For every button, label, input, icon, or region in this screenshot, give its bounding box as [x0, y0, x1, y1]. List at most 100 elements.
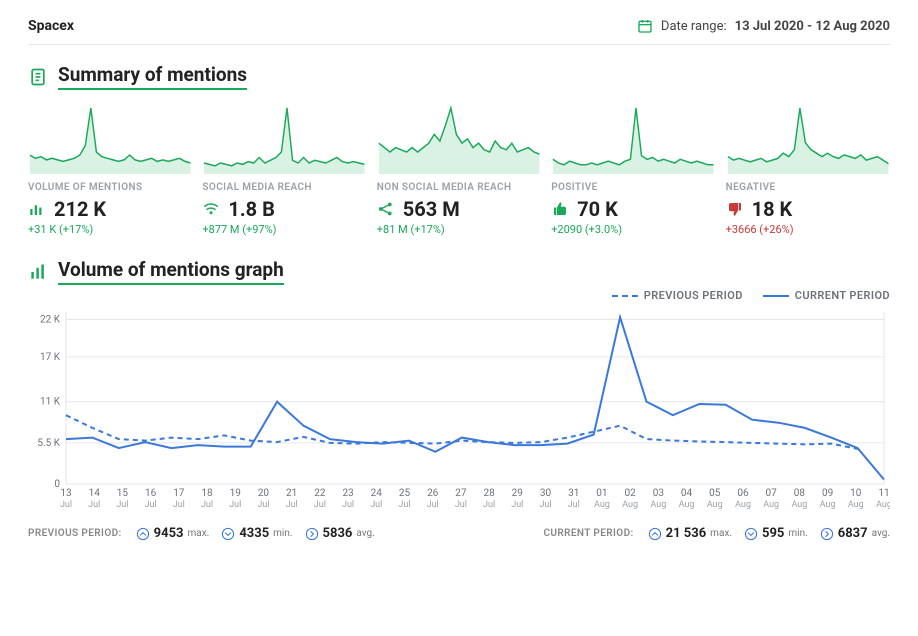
svg-text:20: 20 — [258, 488, 270, 499]
svg-text:14: 14 — [89, 488, 101, 499]
svg-text:Jul: Jul — [511, 500, 523, 510]
stats-previous: PREVIOUS PERIOD: 9453 max. 4335 min. 583… — [28, 526, 375, 541]
metric-label: SOCIAL MEDIA REACH — [202, 182, 366, 193]
svg-text:22 K: 22 K — [40, 314, 61, 325]
date-range[interactable]: Date range: 13 Jul 2020 - 12 Aug 2020 — [637, 18, 890, 34]
svg-text:28: 28 — [483, 488, 495, 499]
metric-value: 70 K — [577, 197, 618, 221]
svg-text:15: 15 — [117, 488, 129, 499]
svg-text:04: 04 — [681, 488, 693, 499]
svg-text:5.5 K: 5.5 K — [37, 438, 60, 449]
svg-text:30: 30 — [540, 488, 552, 499]
legend-previous[interactable]: PREVIOUS PERIOD — [612, 289, 743, 302]
metric-label: POSITIVE — [551, 182, 715, 193]
stat-prev-avg: 5836 avg. — [305, 526, 375, 541]
bar-icon — [28, 200, 46, 218]
svg-text:Aug: Aug — [679, 500, 695, 510]
metric-card-3: POSITIVE 70 K +2090 (+3.0%) — [551, 182, 715, 236]
stats-previous-label: PREVIOUS PERIOD: — [28, 528, 122, 539]
metric-label: NON SOCIAL MEDIA REACH — [377, 182, 541, 193]
metric-card-1: SOCIAL MEDIA REACH 1.8 B +877 M (+97%) — [202, 182, 366, 236]
legend-previous-label: PREVIOUS PERIOD — [644, 289, 743, 302]
svg-text:10: 10 — [850, 488, 862, 499]
svg-text:24: 24 — [371, 488, 383, 499]
stats-current-label: CURRENT PERIOD: — [543, 528, 633, 539]
svg-text:Jul: Jul — [286, 500, 298, 510]
svg-text:16: 16 — [145, 488, 157, 499]
metric-card-0: VOLUME OF MENTIONS 212 K +31 K (+17%) — [28, 182, 192, 236]
calendar-icon — [637, 18, 653, 34]
svg-text:31: 31 — [568, 488, 579, 499]
metric-label: VOLUME OF MENTIONS — [28, 182, 192, 193]
stats-current: CURRENT PERIOD: 21 536 max. 595 min. 683… — [543, 526, 890, 541]
svg-text:27: 27 — [455, 488, 467, 499]
sparkline-1 — [202, 96, 366, 176]
target-right-icon — [820, 527, 834, 541]
target-up-icon — [648, 527, 662, 541]
svg-text:26: 26 — [427, 488, 439, 499]
svg-text:23: 23 — [342, 488, 353, 499]
svg-text:Aug: Aug — [876, 500, 890, 510]
metric-delta: +3666 (+26%) — [726, 223, 890, 236]
svg-text:02: 02 — [625, 488, 637, 499]
svg-text:Jul: Jul — [568, 500, 580, 510]
svg-text:Jul: Jul — [145, 500, 157, 510]
svg-text:07: 07 — [766, 488, 778, 499]
metric-label: NEGATIVE — [726, 182, 890, 193]
svg-text:Aug: Aug — [707, 500, 723, 510]
sparkline-4 — [726, 96, 890, 176]
metric-card-4: NEGATIVE 18 K +3666 (+26%) — [726, 182, 890, 236]
svg-text:29: 29 — [512, 488, 523, 499]
stat-prev-max: 9453 max. — [136, 526, 210, 541]
sparkline-0 — [28, 96, 192, 176]
bar-chart-icon — [28, 262, 48, 282]
svg-text:Jul: Jul — [229, 500, 241, 510]
svg-text:Aug: Aug — [735, 500, 751, 510]
document-icon — [28, 67, 48, 87]
svg-text:Aug: Aug — [650, 500, 666, 510]
svg-text:Jul: Jul — [370, 500, 382, 510]
metric-value: 212 K — [54, 197, 106, 221]
svg-text:Jul: Jul — [116, 500, 128, 510]
legend-current[interactable]: CURRENT PERIOD — [763, 289, 890, 302]
svg-text:06: 06 — [737, 488, 749, 499]
svg-text:01: 01 — [596, 488, 607, 499]
svg-text:11: 11 — [878, 488, 889, 499]
svg-text:13: 13 — [60, 488, 71, 499]
date-range-value: 13 Jul 2020 - 12 Aug 2020 — [735, 19, 890, 34]
svg-text:Aug: Aug — [763, 500, 779, 510]
metric-delta: +2090 (+3.0%) — [551, 223, 715, 236]
stat-cur-max: 21 536 max. — [648, 526, 732, 541]
svg-text:Jul: Jul — [455, 500, 467, 510]
metric-value: 18 K — [752, 197, 793, 221]
summary-section-title: Summary of mentions — [58, 63, 247, 90]
svg-text:Jul: Jul — [173, 500, 185, 510]
sparkline-2 — [377, 96, 541, 176]
svg-text:Jul: Jul — [539, 500, 551, 510]
svg-text:Jul: Jul — [88, 500, 100, 510]
svg-text:Jul: Jul — [342, 500, 354, 510]
svg-text:Aug: Aug — [848, 500, 864, 510]
metric-value: 563 M — [403, 197, 460, 221]
svg-text:22: 22 — [314, 488, 326, 499]
brand-title: Spacex — [28, 18, 74, 34]
legend-current-label: CURRENT PERIOD — [795, 289, 890, 302]
svg-text:25: 25 — [399, 488, 411, 499]
target-up-icon — [136, 527, 150, 541]
stat-prev-min: 4335 min. — [221, 526, 292, 541]
svg-text:Jul: Jul — [427, 500, 439, 510]
svg-text:Jul: Jul — [314, 500, 326, 510]
stat-cur-min: 595 min. — [744, 526, 808, 541]
svg-text:18: 18 — [201, 488, 213, 499]
metric-card-2: NON SOCIAL MEDIA REACH 563 M +81 M (+17%… — [377, 182, 541, 236]
svg-text:Aug: Aug — [820, 500, 836, 510]
metric-delta: +31 K (+17%) — [28, 223, 192, 236]
target-down-icon — [221, 527, 235, 541]
volume-chart: 05.5 K11 K17 K22 K13Jul14Jul15Jul16Jul17… — [28, 306, 890, 516]
metric-delta: +877 M (+97%) — [202, 223, 366, 236]
metric-value: 1.8 B — [228, 197, 274, 221]
svg-text:08: 08 — [794, 488, 806, 499]
svg-text:11 K: 11 K — [40, 397, 61, 408]
svg-text:21: 21 — [286, 488, 297, 499]
thumb-up-icon — [551, 200, 569, 218]
